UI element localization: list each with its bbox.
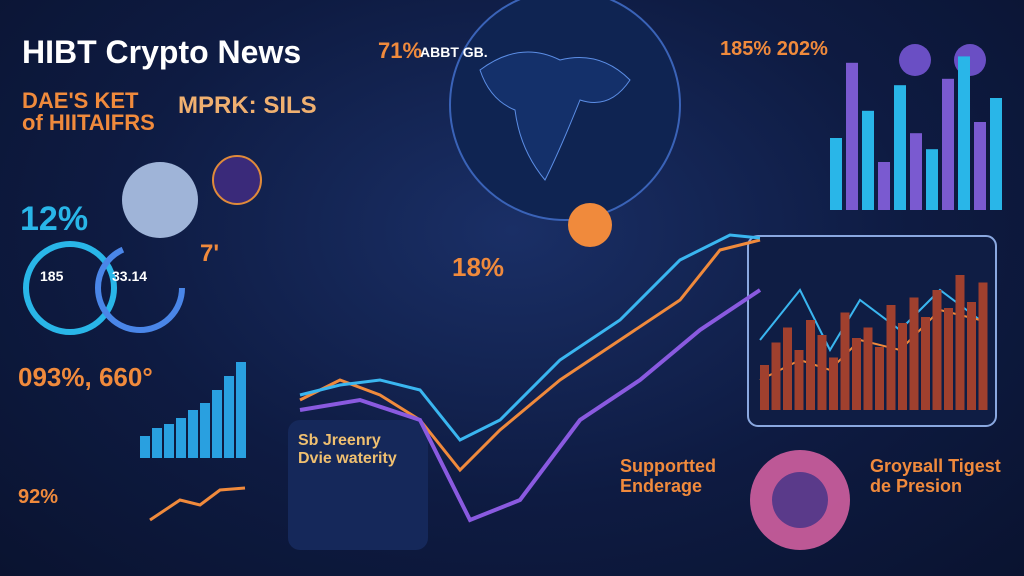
bar [921, 317, 930, 410]
bar [926, 149, 938, 210]
bar [852, 338, 861, 410]
line [299, 288, 762, 523]
text: MPRK: SILS [178, 92, 317, 119]
bar [794, 350, 804, 410]
text: 185% 202% [720, 38, 828, 60]
line [149, 486, 246, 522]
bar [863, 327, 873, 410]
text: de Presion [870, 476, 963, 496]
bar [932, 290, 942, 410]
text: 7' [200, 240, 220, 267]
bar [224, 376, 234, 458]
bar [942, 78, 954, 210]
moon [122, 162, 198, 238]
text: Dvie waterity [298, 450, 397, 467]
bar [944, 308, 953, 410]
icon [899, 44, 931, 76]
text: 093%, 660° [18, 362, 153, 392]
continents [479, 51, 631, 181]
text: 92% [18, 486, 59, 508]
bar [978, 282, 988, 410]
bar [236, 362, 246, 458]
line [299, 233, 761, 442]
bar [829, 357, 838, 410]
line [299, 238, 761, 473]
bar [846, 62, 858, 210]
bar [910, 133, 922, 210]
bar [878, 162, 890, 210]
bar [974, 122, 986, 210]
bar [152, 428, 162, 458]
bar [817, 335, 827, 410]
bar [840, 312, 850, 410]
text: 12% [20, 200, 89, 238]
bar [886, 305, 896, 410]
text: Enderage [620, 476, 703, 496]
donut-hole [772, 472, 828, 528]
ring [23, 241, 117, 335]
text: of HIITAIFRS [22, 110, 155, 135]
text: HIBT Crypto News [22, 34, 302, 70]
bar [967, 302, 976, 410]
bar [212, 390, 222, 458]
card [288, 420, 428, 550]
bar [188, 410, 198, 458]
bar [862, 110, 874, 210]
bar [990, 98, 1002, 210]
bar [894, 85, 906, 210]
bar [771, 342, 781, 410]
text: Groувall Tigest [870, 456, 1001, 476]
text: DAE'S KET [22, 88, 139, 113]
text: ABBT GB. [420, 44, 488, 60]
text: Supportted [620, 456, 716, 476]
coin [568, 203, 612, 247]
bar [955, 275, 965, 410]
bar [200, 403, 210, 458]
bar [140, 436, 150, 458]
ring [95, 243, 185, 333]
bar [176, 418, 186, 458]
text: Sb Jreenry [298, 432, 381, 449]
text: 33.14 [112, 268, 148, 284]
badge-icon [212, 155, 262, 205]
bar [760, 365, 769, 410]
bar [830, 138, 842, 210]
bar [164, 424, 174, 458]
bar [806, 320, 815, 410]
text: 185 [40, 268, 64, 284]
bar [875, 347, 884, 410]
bar [909, 297, 919, 410]
bar [783, 327, 792, 410]
text: 18% [452, 252, 505, 282]
text: 71% [378, 38, 423, 63]
bar [898, 323, 907, 410]
bar [958, 56, 970, 211]
